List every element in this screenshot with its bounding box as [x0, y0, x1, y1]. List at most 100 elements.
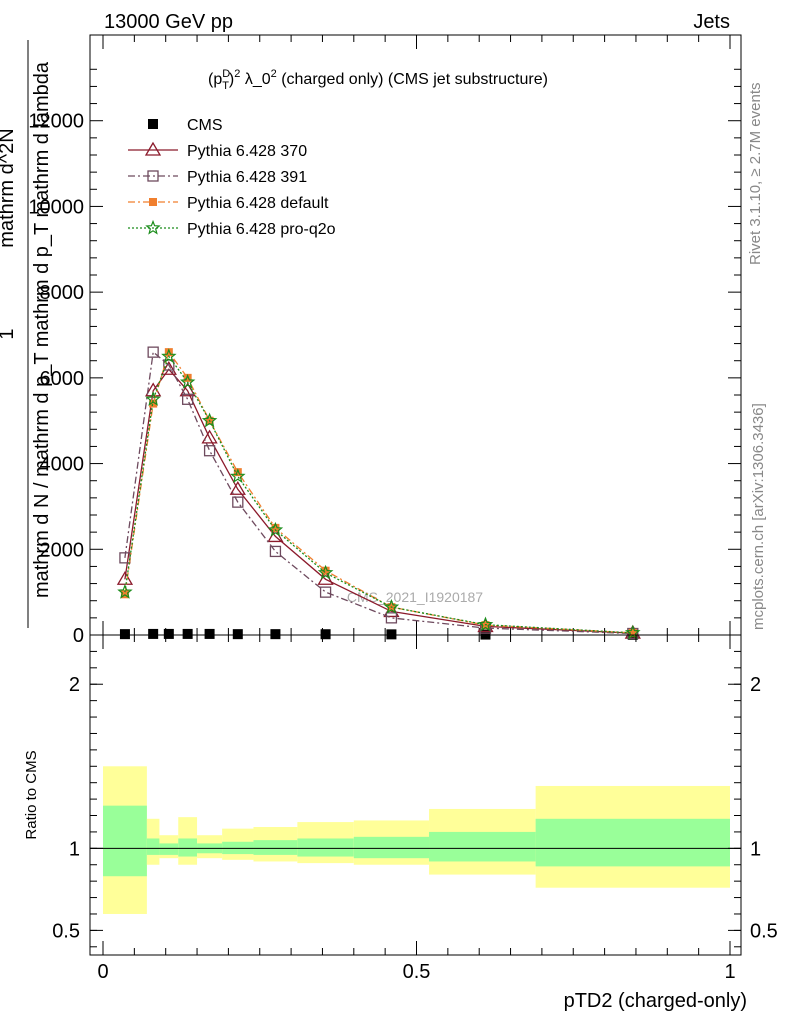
ratio-y-tick-label-right: 0.5 [750, 920, 778, 942]
main-series [116, 346, 641, 640]
ratio-y-tick-label-right: 2 [750, 674, 761, 696]
data-point-pythia-6-428-pro-q2o [161, 348, 177, 364]
data-point-pythia-6-428-391 [147, 346, 159, 358]
data-point-cms [148, 628, 159, 639]
legend-marker [144, 141, 162, 156]
series-cms [119, 628, 638, 640]
legend-marker [149, 198, 157, 206]
title-sup-d: D [222, 68, 230, 80]
data-point-cms [270, 629, 281, 640]
data-point-cms [119, 629, 130, 640]
data-point-cms [232, 629, 243, 640]
legend-marker [145, 219, 161, 235]
data-point-pythia-6-428-default [149, 399, 158, 408]
data-point-pythia-6-428-391 [163, 359, 175, 371]
x-tick-label: 0.5 [403, 961, 431, 983]
mcplots-label: mcplots.cern.ch [arXiv:1306.3436] [750, 403, 767, 630]
title-close: ) [229, 71, 234, 88]
ratio-ticks: 0.5 0.5 1 1 2 2 0 0.5 1 [52, 635, 778, 983]
ratio-band-inner [159, 843, 179, 855]
y-tick-label: 6000 [40, 368, 85, 390]
data-point-pythia-6-428-default [628, 628, 637, 637]
y-tick-label: 8000 [40, 282, 85, 304]
data-point-pythia-6-428-pro-q2o [179, 373, 196, 389]
ratio-band-inner [178, 838, 198, 857]
data-point-cms [204, 628, 215, 639]
y-tick-label: 4000 [40, 454, 85, 476]
title-sub-t: T [222, 80, 229, 92]
legend-item-pythia-6-428-pro-q2o: Pythia 6.428 pro-q2o [128, 219, 336, 238]
legend-label: CMS [187, 117, 223, 134]
main-panel: CMS_2021_I1920187 0 2000 4000 6000 8000 10000… [0, 34, 742, 647]
rivet-label: Rivet 3.1.10, ≥ 2.7M events [747, 83, 764, 266]
legend-label: Pythia 6.428 default [187, 195, 329, 212]
legend-item-pythia-6-428-default: Pythia 6.428 default [128, 195, 329, 212]
ratio-band-inner [429, 831, 536, 862]
series-line-pythia-6-428-370 [124, 368, 633, 634]
ratio-band-inner [253, 840, 298, 855]
legend-item-cms: CMS [148, 117, 223, 134]
data-point-pythia-6-428-391 [232, 496, 244, 508]
series-line-pythia-6-428-pro-q2o [124, 355, 633, 634]
y-tick-label: 0 [73, 625, 84, 647]
data-point-pythia-6-428-pro-q2o [201, 412, 218, 428]
data-point-pythia-6-428-default [233, 468, 242, 477]
data-point-pythia-6-428-default [183, 373, 192, 382]
data-point-pythia-6-428-pro-q2o [267, 521, 284, 537]
series-pythia-6-428-pro-q2o [117, 348, 641, 640]
x-tick-label: 1 [724, 961, 735, 983]
legend-marker [147, 170, 159, 182]
data-point-pythia-6-428-pro-q2o [317, 564, 334, 580]
ratio-frame [89, 634, 742, 956]
ratio-bands [103, 766, 730, 914]
data-point-pythia-6-428-pro-q2o [624, 624, 641, 640]
ratio-y-tick-label-right: 1 [750, 838, 761, 860]
legend-item-pythia-6-428-370: Pythia 6.428 370 [128, 141, 307, 160]
data-point-cms [386, 629, 397, 640]
ratio-band-inner [535, 818, 730, 867]
ratio-y-tick-label: 0.5 [52, 920, 80, 942]
ratio-y-tick-label: 1 [69, 838, 80, 860]
legend-label: Pythia 6.428 391 [187, 169, 307, 186]
data-point-pythia-6-428-pro-q2o [383, 598, 400, 614]
ratio-band-inner [297, 838, 354, 857]
header-process: Jets [693, 11, 730, 33]
ratio-panel: 0.5 0.5 1 1 2 2 0 0.5 1 Ratio to CMS pTD2 (charg… [23, 634, 778, 1012]
legend-item-pythia-6-428-391: Pythia 6.428 391 [128, 169, 307, 186]
title-sq1: 2 [234, 68, 240, 80]
data-point-pythia-6-428-370 [229, 480, 246, 495]
data-point-pythia-6-428-391 [181, 393, 194, 405]
data-point-pythia-6-428-pro-q2o [477, 616, 494, 632]
ylabel-overlay: mathrm d^2N [0, 128, 18, 247]
data-point-pythia-6-428-pro-q2o [117, 583, 133, 599]
data-point-cms [163, 628, 174, 639]
data-point-pythia-6-428-370 [179, 382, 196, 397]
title-p: (p [208, 71, 222, 88]
legend-marker [148, 119, 158, 129]
ratio-y-tick-label: 2 [69, 674, 80, 696]
data-point-pythia-6-428-391 [269, 545, 282, 558]
y-tick-label: 12000 [28, 111, 84, 133]
watermark: CMS_2021_I1920187 [347, 589, 483, 605]
data-point-pythia-6-428-391 [203, 445, 216, 457]
header-energy: 13000 GeV pp [104, 11, 233, 33]
data-point-pythia-6-428-370 [160, 360, 177, 375]
ratio-band-inner [103, 805, 147, 877]
ylabel-denominator: mathrm d N / mathrm d p_T mathrm d p_T m… [31, 61, 53, 598]
y-tick-label: 10000 [28, 196, 84, 218]
data-point-pythia-6-428-391 [385, 612, 398, 624]
data-point-pythia-6-428-pro-q2o [230, 468, 246, 484]
main-ticks: 0 2000 4000 6000 8000 10000 12000 [28, 35, 741, 647]
data-point-pythia-6-428-391 [319, 586, 332, 598]
ratio-band-inner [353, 836, 430, 859]
data-point-pythia-6-428-pro-q2o [145, 391, 161, 406]
data-point-cms [182, 628, 193, 639]
ratio-band-inner [146, 838, 160, 855]
legend-label: Pythia 6.428 pro-q2o [187, 221, 336, 238]
title-sq2: 2 [271, 68, 277, 80]
data-point-pythia-6-428-370 [201, 429, 218, 444]
ylabel-numerator: 1 [0, 328, 18, 339]
ratio-ylabel: Ratio to CMS [23, 750, 40, 839]
title-rest: (charged only) (CMS jet substructure) [277, 71, 548, 88]
